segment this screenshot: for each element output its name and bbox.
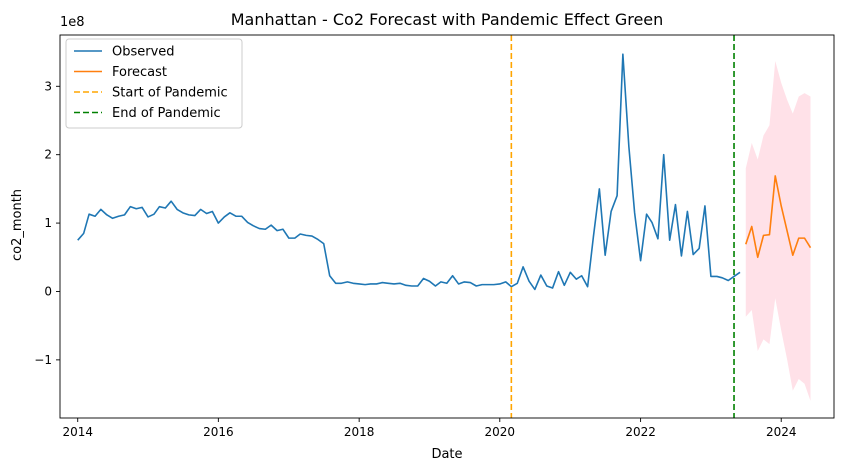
legend-label: Observed (112, 45, 175, 60)
forecast-confidence-band (745, 60, 811, 401)
y-tick-label: 2 (44, 148, 52, 162)
confidence-band-layer (745, 60, 811, 401)
x-tick-label: 2018 (344, 425, 375, 439)
x-tick-label: 2016 (203, 425, 234, 439)
legend-label: Start of Pandemic (112, 86, 228, 101)
y-tick-label: 0 (44, 284, 52, 298)
y-tick-label: −1 (34, 353, 52, 367)
legend: Observed Forecast Start of Pandemic End of … (65, 38, 243, 129)
legend-label: End of Pandemic (112, 106, 221, 121)
forecast-series-line (745, 175, 812, 259)
pandemic-markers-layer (510, 35, 735, 418)
y-axis-label: co2_month (10, 189, 25, 261)
x-tick-label: 2014 (62, 425, 93, 439)
legend-label: Forecast (112, 65, 167, 80)
series-layer (77, 53, 812, 291)
y-tick-label: 3 (44, 79, 52, 93)
legend-frame (65, 38, 243, 129)
observed-series-line (77, 53, 741, 291)
plot-area-frame (59, 34, 835, 419)
x-axis-label: Date (431, 447, 462, 462)
y-scale-label: 1e8 (60, 15, 85, 30)
y-tick-label: 1 (44, 216, 52, 230)
chart-title: Manhattan - Co2 Forecast with Pandemic E… (231, 10, 664, 29)
x-tick-label: 2024 (766, 425, 797, 439)
x-tick-label: 2020 (485, 425, 516, 439)
axis-ticks-layer: 2014 2016 2018 2020 2022 2024 −1 0 1 2 3 (34, 79, 796, 439)
x-tick-label: 2022 (625, 425, 656, 439)
